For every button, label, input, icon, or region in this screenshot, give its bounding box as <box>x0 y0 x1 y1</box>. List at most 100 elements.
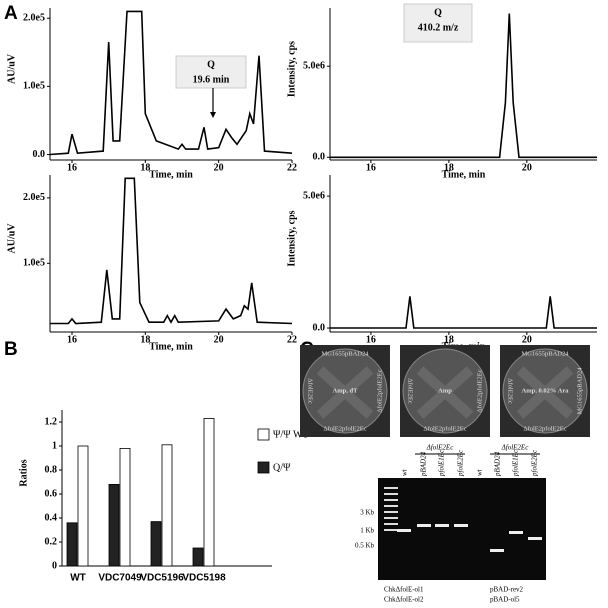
y-tick-label: 1.2 <box>45 416 58 427</box>
size-label: 3 Kb <box>360 509 374 517</box>
y-tick-label: 1 <box>52 440 57 451</box>
y-axis-label: Intensity, cps <box>286 210 297 266</box>
gel: wt pBAD24 pfolE1Ec pfolE2Ec wt pBAD24 pfolE1Ec… <box>355 444 546 604</box>
band <box>435 524 449 527</box>
trace <box>49 10 293 156</box>
band <box>528 537 542 540</box>
y-axis-label: AU/uV <box>6 223 17 254</box>
bar <box>108 483 120 567</box>
plate-label: Amp, 0.02% Ara <box>522 387 570 394</box>
annotation: Q <box>434 7 442 18</box>
annotation: 19.6 min <box>193 74 230 85</box>
plate: MG1655pBAD24 Amp, dT ΔfolE2pfolE2Ec ΔfolE2E… <box>300 345 390 437</box>
plate-label: ΔfolE2pfolE2Ec <box>523 425 566 432</box>
y-tick-label: 0.6 <box>45 488 58 499</box>
plate: MG1655pBAD24 Amp, 0.02% Ara ΔfolE2pfolE2Ec… <box>500 345 590 437</box>
lane-label: pfolE1Ec <box>438 449 446 477</box>
annotation-box <box>175 55 247 89</box>
plate-label: ΔfolE2pfolE2Ec <box>423 425 466 432</box>
plate-label: ΔfolE2pfolE2Ec <box>376 369 383 412</box>
annotation: 410.2 m/z <box>418 22 459 33</box>
y-tick-label: 2.0e5 <box>23 192 45 203</box>
lane-label: pfolE1Ec <box>512 449 520 477</box>
plate-label: ΔfolE2Ec <box>407 378 414 404</box>
y-tick-label: 0.8 <box>45 464 58 475</box>
group-label: ΔfolE2Ec <box>426 444 455 452</box>
plate-label: Amp, dT <box>333 387 359 394</box>
plate-label: ΔfolE2pfolE2Ec <box>323 425 366 432</box>
x-tick-label: VDC7049 <box>98 573 142 584</box>
panel-label: B <box>4 339 18 360</box>
bar <box>203 417 215 567</box>
x-tick-label: 16 <box>366 334 376 345</box>
ladder-band <box>384 529 398 531</box>
y-axis-label: Intensity, cps <box>286 41 297 97</box>
plate-label: ΔfolE2pfolE2Ec <box>476 369 483 412</box>
y-tick-label: 0.4 <box>45 512 58 523</box>
band <box>490 549 504 552</box>
legend-label: Ψ/Ψ WT <box>273 429 309 440</box>
primer-label: pBAD-ol5 <box>490 596 520 604</box>
plate-label: ΔfolE2Ec <box>507 378 514 404</box>
x-tick-label: 20 <box>522 334 532 345</box>
lane-label: pfolE2Ec <box>531 449 539 477</box>
legend-swatch <box>257 461 270 474</box>
streaks <box>516 366 574 419</box>
ladder-band <box>384 511 398 513</box>
plate-label: MG1655pBAD24 <box>576 367 583 415</box>
x-tick-label: VDC5198 <box>182 573 226 584</box>
x-tick-label: 18 <box>140 162 150 173</box>
streaks <box>316 366 374 419</box>
arrow-head <box>210 112 216 118</box>
y-tick-label: 0.0 <box>313 152 326 163</box>
plate-label: ΔfolE2Ec <box>307 378 314 404</box>
size-label: 0.5 Kb <box>355 542 375 550</box>
plate-label: MG1655pBAD24 <box>522 350 570 357</box>
y-tick-label: 1.0e5 <box>23 258 45 269</box>
lane-label: pBAD24 <box>494 451 502 477</box>
x-axis-label: Time, min <box>442 169 486 180</box>
trace <box>330 296 597 329</box>
x-tick-label: 22 <box>287 162 297 173</box>
primer-label: ChkΔfolE-ol1 <box>384 586 424 594</box>
lane-label: pBAD24 <box>420 451 428 477</box>
x-axis-label: Time, min <box>149 341 193 352</box>
ladder-band <box>384 487 398 489</box>
y-tick-label: 2.0e5 <box>23 13 45 24</box>
y-tick-label: 1.0e5 <box>23 81 45 92</box>
bar <box>161 444 173 567</box>
ladder-band <box>384 523 398 525</box>
size-label: 1 Kb <box>360 527 374 535</box>
primer-label: pBAD-rev2 <box>490 586 524 594</box>
band <box>417 524 431 527</box>
x-tick-label: WT <box>70 573 86 584</box>
streaks <box>416 366 474 419</box>
x-tick-label: 22 <box>287 334 297 345</box>
x-tick-label: 16 <box>366 162 376 173</box>
bar <box>66 522 78 567</box>
group-label: ΔfolE2Ec <box>501 444 530 452</box>
primer-label: ChkΔfolE-ol2 <box>384 596 424 604</box>
trace <box>330 13 597 159</box>
bar <box>150 521 162 567</box>
annotation-box <box>403 3 473 43</box>
ladder-band <box>384 505 398 507</box>
plate-label: Amp <box>438 387 452 394</box>
x-tick-label: 16 <box>67 162 77 173</box>
y-axis-label: Ratios <box>18 459 29 486</box>
legend-swatch <box>257 428 270 441</box>
y-tick-label: 0.0 <box>33 149 46 160</box>
panel-label: A <box>4 3 18 24</box>
x-tick-label: 18 <box>140 334 150 345</box>
y-tick-label: 5.0e6 <box>303 61 325 72</box>
x-tick-label: 18 <box>444 162 454 173</box>
lane-label: pfolE2Ec <box>457 449 465 477</box>
y-tick-label: 0.2 <box>45 536 58 547</box>
annotation: Q <box>207 59 215 70</box>
bar <box>119 447 131 567</box>
band <box>509 531 523 534</box>
x-tick-label: 16 <box>67 334 77 345</box>
x-tick-label: 18 <box>444 334 454 345</box>
x-tick-label: 20 <box>522 162 532 173</box>
